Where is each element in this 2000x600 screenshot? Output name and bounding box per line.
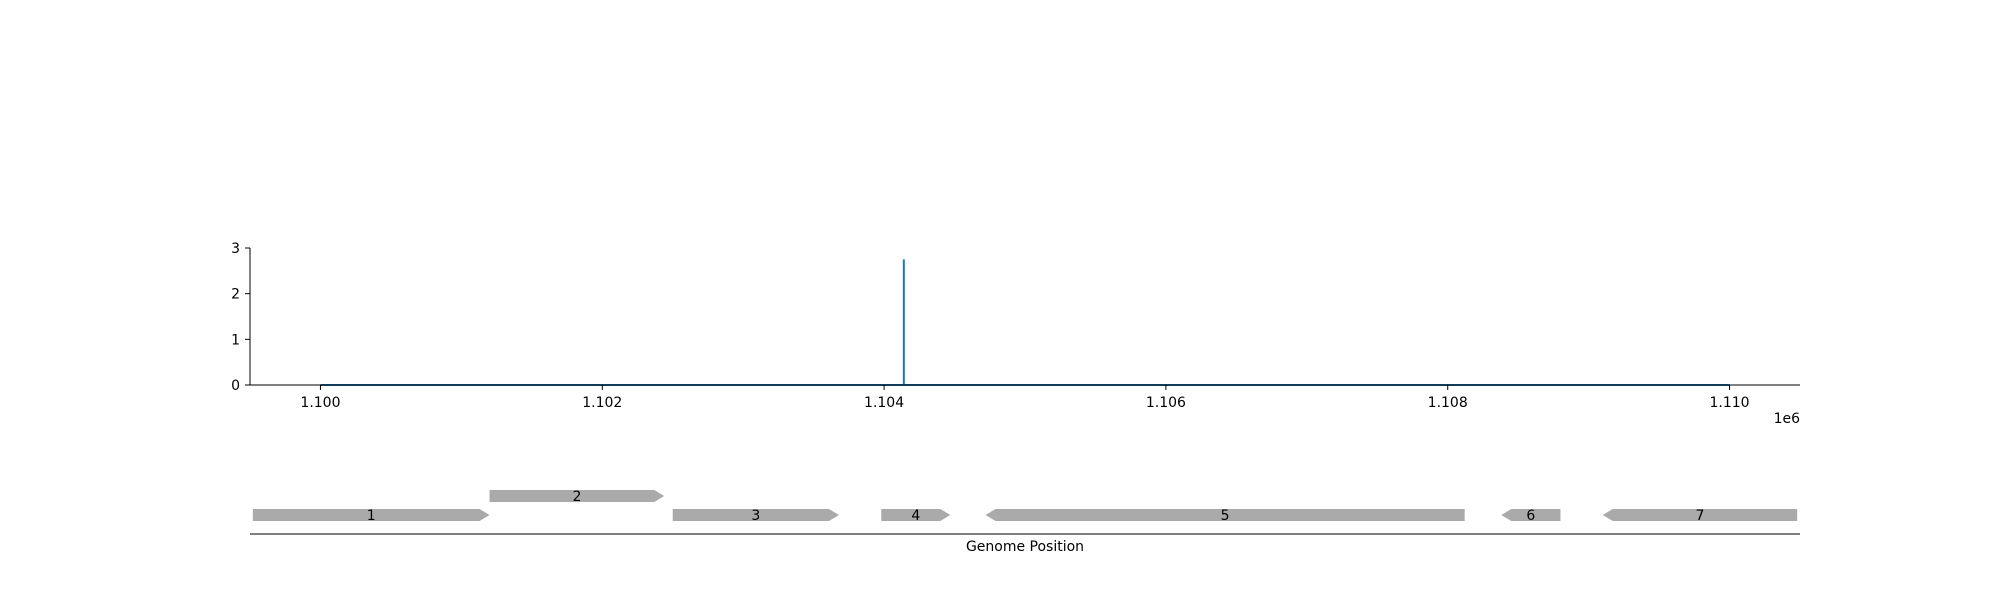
gene-arrow — [489, 490, 665, 502]
y-tick-label: 3 — [231, 241, 240, 257]
gene-arrow — [1501, 509, 1561, 521]
x-tick-label: 1.102 — [582, 395, 622, 411]
gene-arrow — [252, 509, 490, 521]
gene-label: 4 — [911, 508, 920, 524]
gene-arrow — [985, 509, 1465, 521]
gene-arrow — [1602, 509, 1798, 521]
gene-arrow — [672, 509, 839, 521]
x-tick-label: 1.106 — [1146, 395, 1186, 411]
y-tick-label: 0 — [231, 378, 240, 394]
x-tick-label: 1.110 — [1709, 395, 1749, 411]
series-line-0 — [320, 259, 1730, 386]
y-tick-label: 1 — [231, 332, 240, 348]
gene-track: 1 2 3 4 5 6 7 Genome Position — [250, 489, 1800, 555]
gene-label: 7 — [1695, 508, 1704, 524]
y-tick-label: 2 — [231, 287, 240, 303]
gene-label: 3 — [751, 508, 760, 524]
gene-arrow — [881, 509, 951, 521]
gene-label: 6 — [1526, 508, 1535, 524]
gene-label: 5 — [1221, 508, 1230, 524]
gene-track-xlabel: Genome Position — [966, 539, 1084, 555]
x-offset-label: 1e6 — [1774, 411, 1801, 427]
x-tick-label: 1.100 — [300, 395, 340, 411]
coverage-plot: 1.100 1.102 1.104 1.106 1.108 1.110 1e6 0 1 2 3 — [231, 241, 1800, 427]
gene-label: 1 — [367, 508, 376, 524]
x-tick-label: 1.104 — [864, 395, 904, 411]
gene-label: 2 — [572, 489, 581, 505]
x-tick-label: 1.108 — [1428, 395, 1468, 411]
